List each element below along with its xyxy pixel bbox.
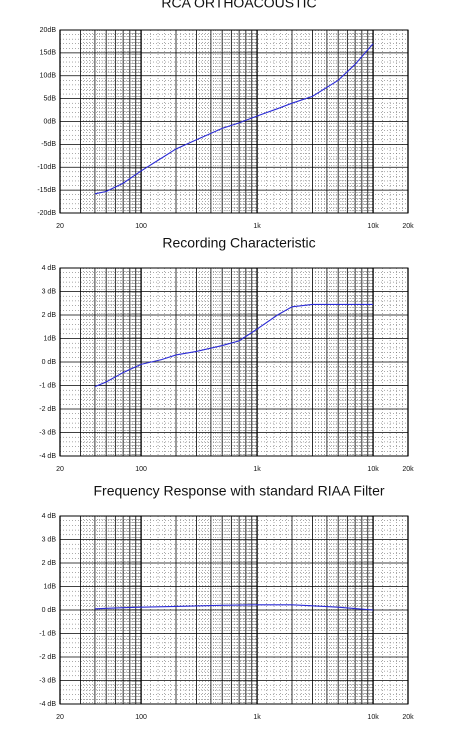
y-tick-label: 15dB [40, 50, 57, 57]
data-line [94, 604, 374, 611]
y-tick-label: 2 dB [42, 560, 57, 567]
x-tick-label: 100 [135, 714, 147, 721]
y-tick-label: -10dB [37, 164, 56, 171]
y-tick-label: 0 dB [42, 607, 57, 614]
y-tick-label: 0dB [44, 118, 57, 125]
x-tick-label: 100 [135, 223, 147, 230]
chart-title: Frequency Response with standard RIAA Fi… [93, 483, 384, 499]
y-tick-label: 4 dB [42, 265, 57, 272]
y-tick-label: -5dB [41, 141, 56, 148]
y-tick-label: 2 dB [42, 312, 57, 319]
x-tick-label: 20 [56, 714, 64, 721]
x-tick-label: 1k [253, 466, 261, 473]
chart-title: RCA ORTHOACOUSTIC [161, 0, 316, 11]
x-tick-label: 1k [253, 223, 261, 230]
y-tick-label: 20dB [40, 27, 57, 34]
y-tick-label: -4 dB [39, 701, 56, 708]
x-tick-label: 1k [253, 714, 261, 721]
data-line [94, 303, 374, 388]
x-tick-label: 10k [367, 714, 379, 721]
data-line [94, 43, 374, 195]
y-tick-label: -15dB [37, 187, 56, 194]
x-tick-label: 20k [402, 223, 414, 230]
y-tick-label: -1 dB [39, 382, 56, 389]
y-tick-label: -2 dB [39, 406, 56, 413]
y-tick-label: 3 dB [42, 536, 57, 543]
chart-title: Recording Characteristic [162, 235, 315, 251]
x-tick-label: 20 [56, 223, 64, 230]
x-tick-label: 20k [402, 466, 414, 473]
y-tick-label: -3 dB [39, 677, 56, 684]
y-tick-label: 4 dB [42, 513, 57, 520]
x-tick-label: 100 [135, 466, 147, 473]
y-tick-label: 3 dB [42, 288, 57, 295]
y-tick-label: -20dB [37, 210, 56, 217]
y-tick-label: 1dB [44, 583, 57, 590]
y-tick-label: -1 dB [39, 630, 56, 637]
y-tick-label: 10dB [40, 73, 57, 80]
y-tick-label: 5dB [44, 95, 57, 102]
x-tick-label: 10k [367, 223, 379, 230]
y-tick-label: 1dB [44, 335, 57, 342]
x-tick-label: 20k [402, 714, 414, 721]
x-tick-label: 10k [367, 466, 379, 473]
y-tick-label: -2 dB [39, 654, 56, 661]
x-tick-label: 20 [56, 466, 64, 473]
y-tick-label: -3 dB [39, 429, 56, 436]
y-tick-label: 0 dB [42, 359, 57, 366]
y-tick-label: -4 dB [39, 453, 56, 460]
